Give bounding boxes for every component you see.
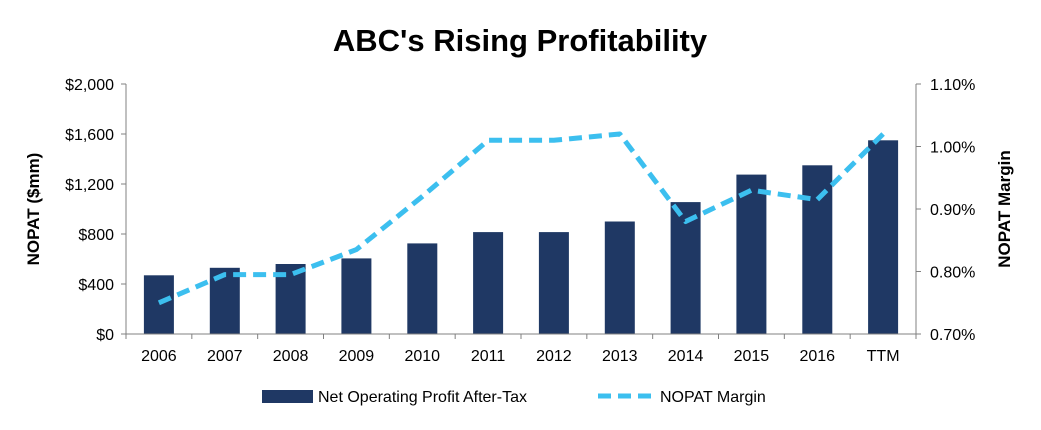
y-tick-label: $0 xyxy=(96,327,114,344)
x-tick-label: 2007 xyxy=(207,348,243,365)
legend-bar-label: Net Operating Profit After-Tax xyxy=(318,389,527,406)
x-tick-label: 2013 xyxy=(602,348,638,365)
x-tick-label: TTM xyxy=(867,348,900,365)
y-tick-label: $400 xyxy=(78,277,114,294)
line-layer xyxy=(157,131,885,306)
bar-2015 xyxy=(736,174,767,334)
bars-layer xyxy=(143,140,899,335)
x-tick-label: 2016 xyxy=(799,348,835,365)
y2-tick-label: 0.90% xyxy=(930,202,975,219)
chart-title: ABC's Rising Profitability xyxy=(333,23,708,58)
y2-tick-label: 1.00% xyxy=(930,140,975,157)
legend-line-label: NOPAT Margin xyxy=(660,389,766,406)
bar-ttm xyxy=(868,140,899,335)
x-tick-label: 2014 xyxy=(668,348,704,365)
bar-2014 xyxy=(670,202,701,334)
y-tick-label: $800 xyxy=(78,227,114,244)
bar-2011 xyxy=(473,232,504,334)
y2-tick-label: 0.80% xyxy=(930,265,975,282)
x-tick-label: 2011 xyxy=(471,348,506,365)
x-tick-label: 2009 xyxy=(339,348,375,365)
bar-2012 xyxy=(538,232,569,334)
y2-tick-label: 1.10% xyxy=(930,77,975,94)
x-tick-label: 2008 xyxy=(273,348,309,365)
axes-layer: $0 $400 $800 $1,200 $1,600 $2,000 0.70% 0.80% 0.… xyxy=(65,77,975,365)
y-tick-label: $1,600 xyxy=(65,127,114,144)
nopat-margin-line xyxy=(157,131,885,306)
y2-axis-title: NOPAT Margin xyxy=(995,150,1014,267)
bar-2006 xyxy=(143,275,174,335)
x-tick-label: 2006 xyxy=(141,348,177,365)
y-tick-label: $1,200 xyxy=(65,177,114,194)
x-tick-label: 2015 xyxy=(734,348,770,365)
bar-2013 xyxy=(604,221,635,334)
y-tick-label: $2,000 xyxy=(65,77,114,94)
y-axis-title: NOPAT ($mm) xyxy=(24,153,43,266)
bar-2009 xyxy=(341,258,372,334)
y2-tick-label: 0.70% xyxy=(930,327,975,344)
x-tick-label: 2010 xyxy=(404,348,440,365)
legend: Net Operating Profit After-Tax NOPAT Mar… xyxy=(262,389,766,406)
legend-bar-swatch xyxy=(262,390,313,403)
x-tick-label: 2012 xyxy=(536,348,572,365)
bar-2016 xyxy=(802,165,833,335)
bar-2010 xyxy=(407,243,438,334)
